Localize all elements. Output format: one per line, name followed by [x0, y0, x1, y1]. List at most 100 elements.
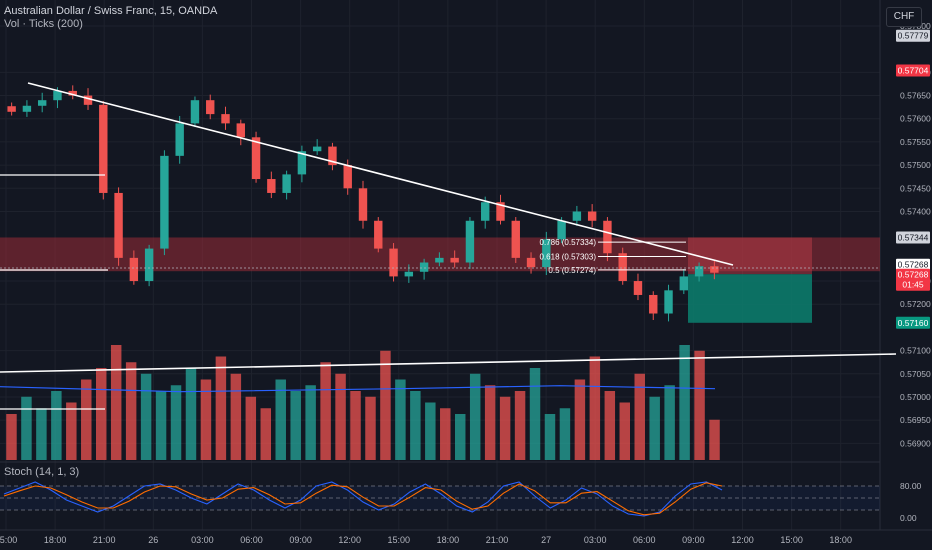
time-tick-label: 06:00 [240, 535, 263, 545]
volume-moving-average [0, 385, 716, 393]
candle-body [481, 202, 490, 221]
volume-bar [365, 396, 376, 460]
volume-bar [275, 379, 286, 460]
volume-bar [634, 373, 645, 460]
price-label-text: 0.57268 [898, 270, 929, 280]
price-label-badge [896, 231, 930, 244]
price-label-badge [896, 64, 930, 77]
time-tick-label: 15:00 [388, 535, 411, 545]
volume-bar [170, 385, 182, 460]
price-tick-label: 0.56900 [900, 438, 931, 448]
candle-body [649, 294, 658, 314]
volume-bar [6, 414, 17, 460]
stochastic-pane [0, 481, 880, 517]
candle-body [450, 257, 459, 263]
price-label-text: 0.57344 [898, 232, 929, 242]
symbol-legend[interactable]: Australian Dollar / Swiss Franc, 15, OAN… [4, 5, 218, 17]
volume-bar [694, 350, 705, 460]
price-tick-label: 0.57650 [900, 91, 931, 101]
price-label-text: 0.57160 [898, 318, 929, 328]
candle-body [526, 257, 536, 268]
time-tick-label: 18:00 [44, 535, 67, 545]
volume-legend[interactable]: Vol · Ticks (200) [4, 18, 83, 30]
candle-body [22, 105, 32, 112]
candle-body [404, 271, 414, 277]
price-tick-label: 0.57500 [900, 160, 931, 170]
candle-body [465, 220, 475, 263]
candle-body [343, 165, 352, 189]
candle-body [144, 248, 154, 282]
volume-bar [140, 373, 152, 460]
time-tick-label: 15:00 [780, 535, 803, 545]
stop-loss-zone [688, 237, 812, 275]
price-label-text: 0.57779 [898, 31, 929, 41]
time-tick-label: 09:00 [289, 535, 312, 545]
currency-button[interactable]: CHF [886, 7, 922, 27]
volume-bars [0, 345, 720, 460]
candle-body [542, 239, 551, 268]
time-tick-label: 03:00 [584, 535, 607, 545]
candle-body [694, 266, 704, 277]
time-tick-label: 27 [541, 535, 551, 545]
candle-body [419, 262, 429, 272]
volume-bar [51, 391, 62, 460]
candle-body [511, 220, 520, 258]
candle-body [679, 276, 689, 291]
candle-body [114, 192, 123, 258]
price-label-text: 0.57704 [898, 66, 929, 76]
stoch-k-line [3, 481, 723, 517]
candle-body [206, 100, 215, 115]
volume-bar [664, 385, 675, 460]
volume-bar [395, 379, 406, 460]
price-label-badge [896, 29, 930, 42]
time-tick-label: 15:00 [0, 535, 17, 545]
price-label-badge [896, 316, 930, 329]
fib-level-label: 0.786 (0.57334) [540, 238, 597, 247]
candle-body [389, 248, 398, 277]
candle-body [618, 253, 627, 282]
volume-bar [335, 373, 346, 460]
volume-bar [350, 391, 361, 460]
price-tick-label: 0.57050 [900, 369, 931, 379]
volume-bar [66, 402, 77, 460]
drawings[interactable]: 0.786 (0.57334) 0.618 (0.57303) 0.5 (0.572… [0, 82, 897, 410]
volume-bar [110, 345, 122, 460]
volume-bar [425, 402, 436, 460]
volume-bar [410, 391, 421, 460]
volume-bar [574, 379, 586, 460]
candle-body [557, 220, 566, 240]
descending-trendline [27, 82, 734, 266]
candle-body [7, 106, 16, 112]
volume-bar [290, 391, 301, 460]
time-tick-label: 18:00 [829, 535, 852, 545]
volume-bar [320, 362, 331, 460]
time-tick-label: 03:00 [191, 535, 214, 545]
candle-body [603, 220, 612, 254]
take-profit-zone [688, 274, 812, 323]
price-tick-label: 0.57550 [900, 137, 931, 147]
stoch-d-line [3, 482, 723, 516]
candle-body [251, 137, 261, 180]
price-tick-label: 0.57200 [900, 299, 931, 309]
time-axis[interactable]: 15:00 18:00 21:00 26 03:00 06:00 09:00 12:00 15:… [0, 535, 852, 545]
stoch-legend[interactable]: Stoch (14, 1, 3) [4, 466, 80, 478]
time-tick-label: 06:00 [633, 535, 656, 545]
candle-body [221, 114, 230, 124]
volume-bar [81, 379, 92, 460]
price-label-badge [896, 268, 930, 291]
volume-bar [544, 414, 556, 460]
candle-body [236, 123, 245, 138]
volume-bar [380, 350, 391, 460]
candle-body [37, 100, 47, 106]
volume-bar [649, 396, 660, 460]
volume-bar [305, 385, 316, 460]
candle-body [633, 281, 643, 295]
volume-bar [95, 368, 107, 460]
candles [7, 85, 719, 322]
price-tick-label: 0.57600 [900, 114, 931, 124]
price-label-countdown: 01:45 [902, 280, 924, 290]
candle-body [374, 220, 383, 249]
price-label-text: 0.57268 [898, 260, 929, 270]
volume-bar [185, 368, 197, 460]
